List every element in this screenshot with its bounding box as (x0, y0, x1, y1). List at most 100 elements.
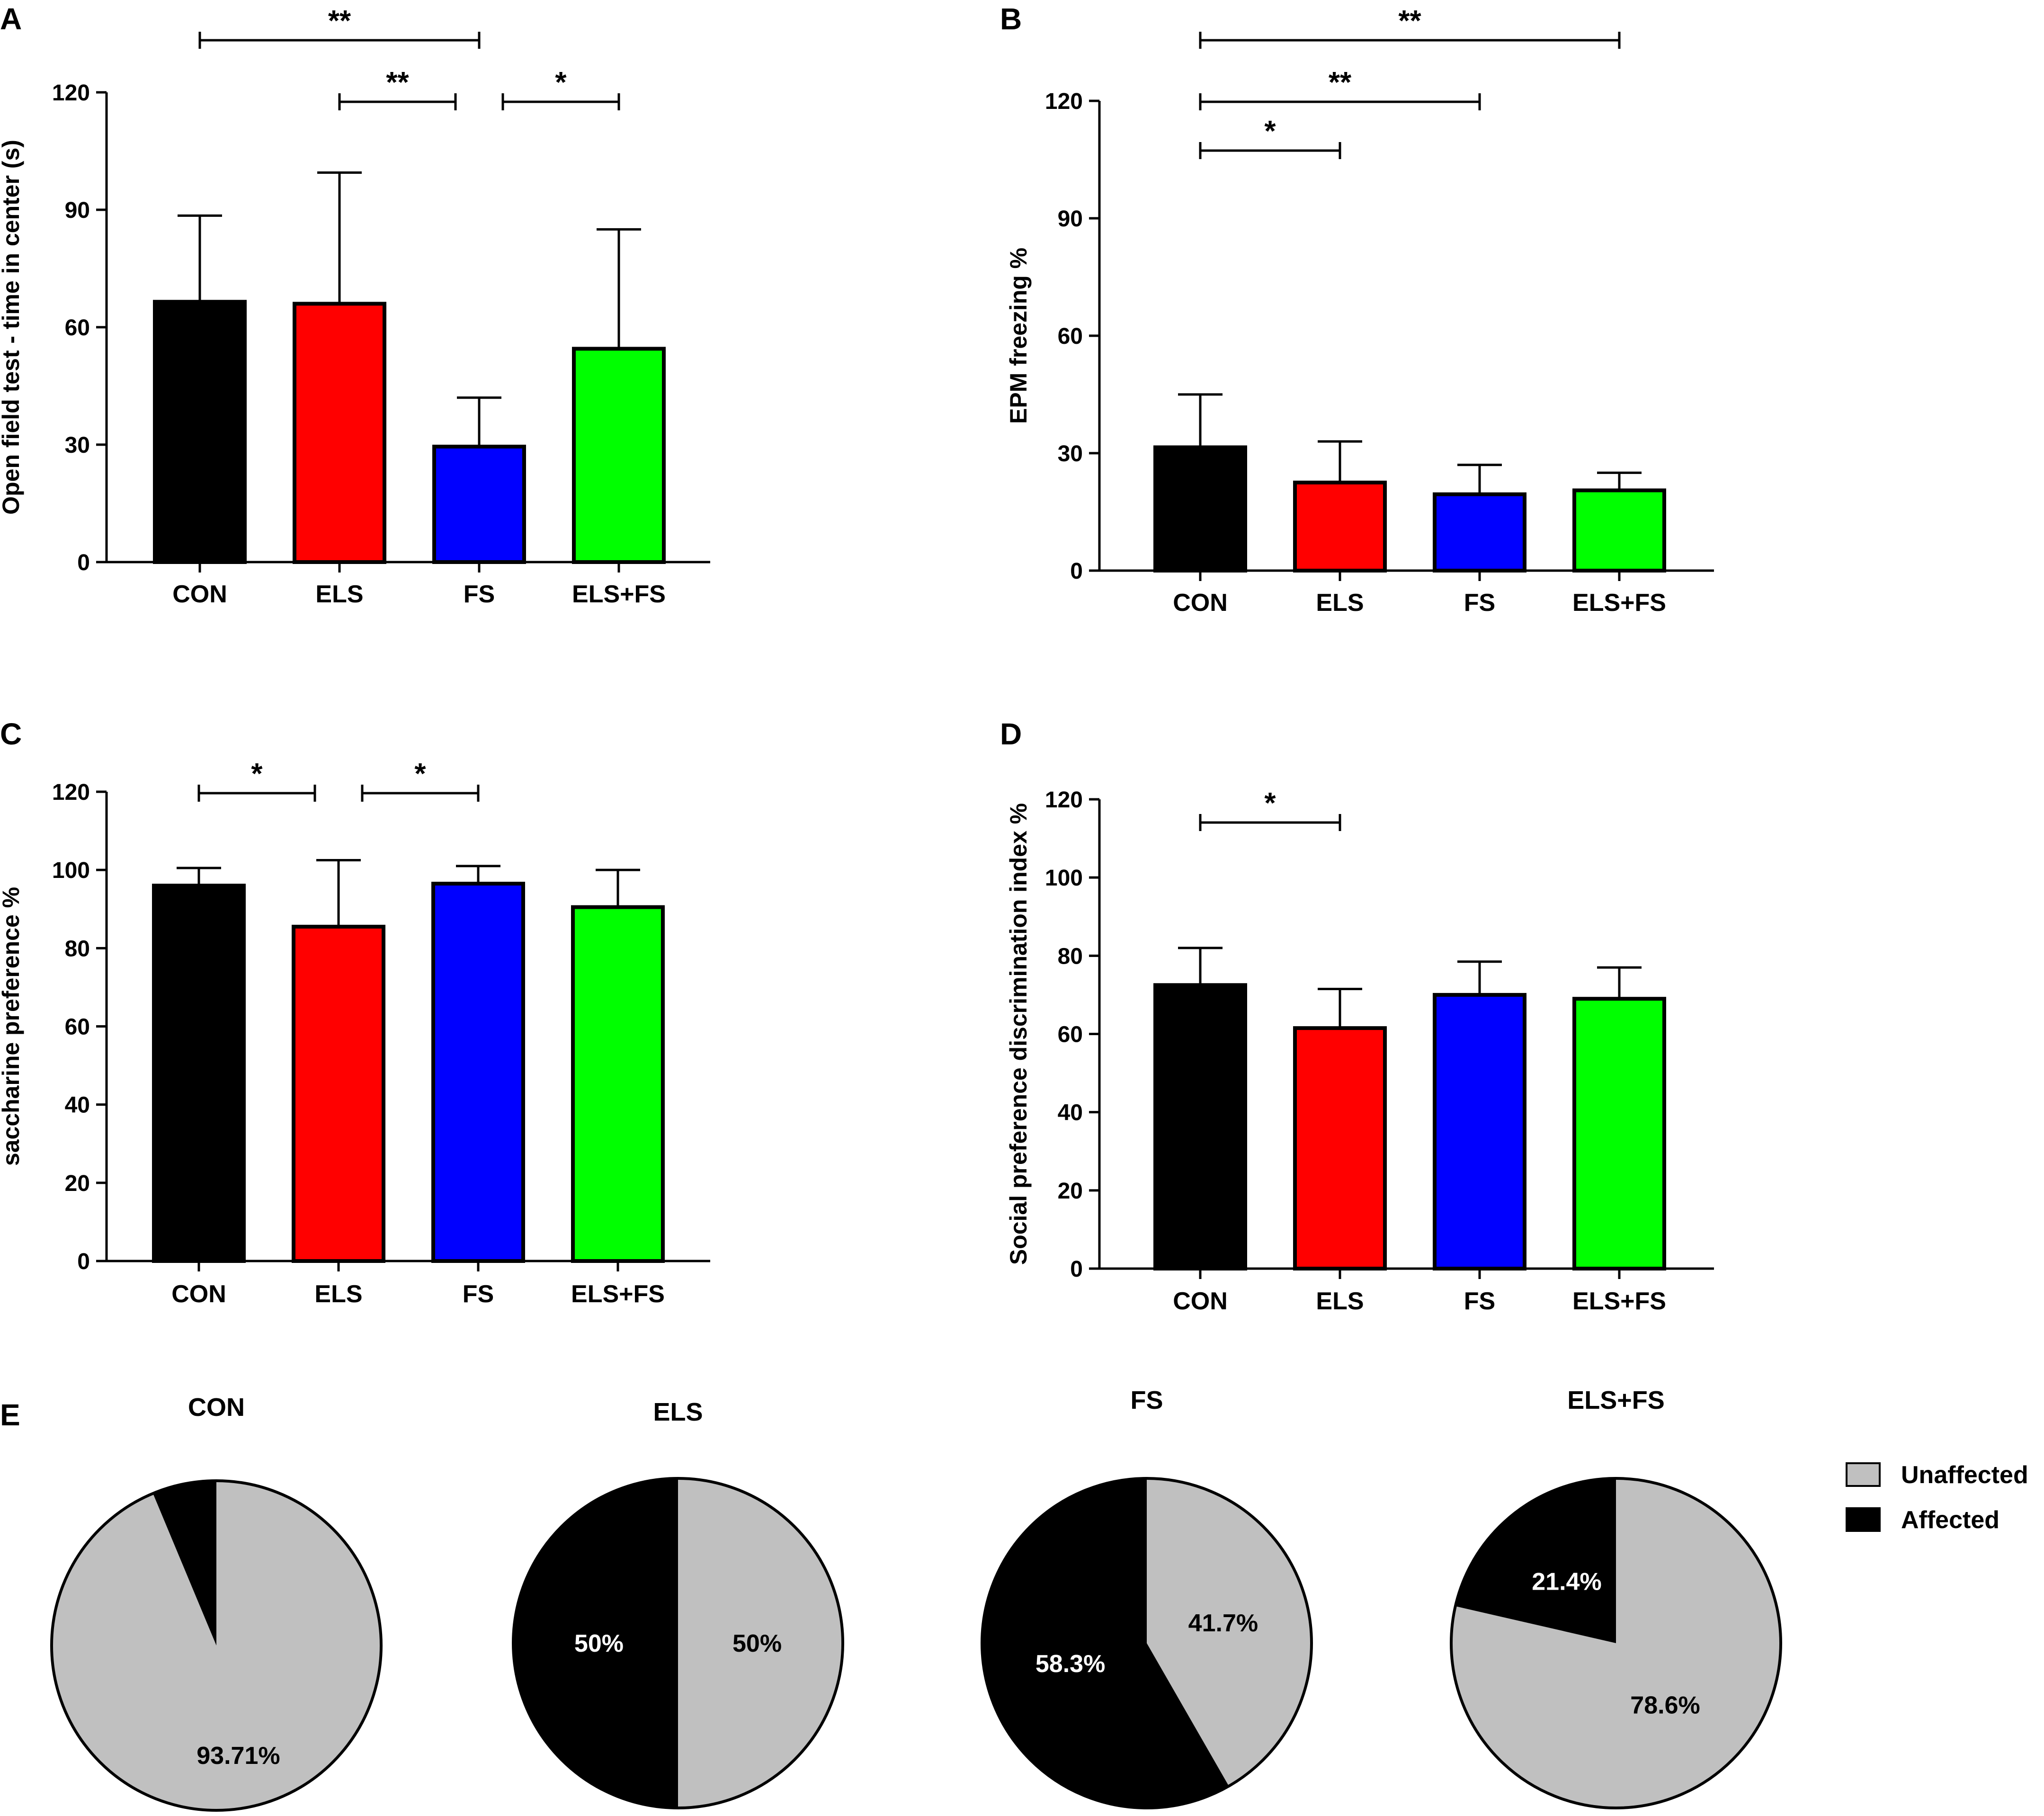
panel-a-bar-els-fs (572, 347, 666, 564)
panel-a-category-label: FS (464, 581, 495, 608)
pie-con-slice-label: 93.71% (196, 1742, 280, 1770)
legend-swatch-affected (1846, 1507, 1881, 1532)
panel-a-significance-label: * (555, 66, 567, 99)
pie-fs-title: FS (1130, 1386, 1163, 1414)
panel-a-bar-con (153, 300, 247, 564)
panel-a-bar-els (293, 302, 386, 564)
panel-a-y-tick-label: 90 (65, 198, 90, 223)
panel-b-y-tick-label: 30 (1058, 441, 1083, 466)
pie-els-fs-slice-label: 78.6% (1630, 1692, 1700, 1719)
panel-c-letter: C (0, 717, 22, 751)
panel-d-letter: D (1000, 717, 1022, 751)
panel-c-category-label: FS (463, 1280, 494, 1308)
legend: Unaffected Affected (1846, 1461, 2028, 1534)
panel-d-category-label: FS (1464, 1288, 1495, 1315)
panel-b-category-label: CON (1173, 589, 1228, 617)
panel-a-category-label: CON (172, 581, 227, 608)
panel-a-y-tick-label: 60 (65, 315, 90, 340)
panel-c-bar-fs (431, 882, 525, 1263)
legend-label-unaffected: Unaffected (1901, 1461, 2028, 1489)
panel-b-bar-fs (1433, 492, 1526, 573)
panel-b-y-tick-label: 120 (1045, 89, 1083, 114)
panel-d-bar-fs (1433, 993, 1526, 1271)
panel-b-chart: B 0 30 60 90 120 EPM freezing % CON ELS FS ELS+FS *… (1000, 2, 1714, 617)
panel-d-category-label: ELS+FS (1572, 1288, 1666, 1315)
panel-b-letter: B (1000, 2, 1022, 36)
pie-els-title: ELS (653, 1398, 703, 1426)
pie-fs-slice-affected (982, 1478, 1229, 1808)
pie-els: ELS 50% 50% (512, 1398, 844, 1809)
panel-a-category-label: ELS (315, 581, 363, 608)
panel-c-significance-label: * (251, 758, 263, 790)
panel-c-y-tick-label: 100 (52, 858, 90, 883)
panel-d-significance-label: * (1264, 787, 1276, 820)
pie-els-fs-slice-affected (1455, 1478, 1616, 1643)
pie-fs-slice-label: 41.7% (1188, 1610, 1258, 1637)
pie-els-slice-affected (513, 1478, 678, 1808)
panel-a-y-tick-label: 30 (65, 433, 90, 458)
panel-a-y-axis-title: Open field test - time in center (s) (0, 140, 24, 515)
panel-d-y-tick-label: 20 (1058, 1179, 1083, 1204)
panel-d-category-label: ELS (1316, 1288, 1364, 1315)
panel-d-y-axis-title: Social preference discrimination index % (1005, 803, 1032, 1265)
pie-fs-slice-label: 58.3% (1035, 1650, 1105, 1678)
panel-c-category-label: ELS+FS (571, 1280, 665, 1308)
pie-fs: FS 41.7% 58.3% (981, 1386, 1313, 1809)
panel-b-bar-els (1293, 481, 1387, 573)
panel-d-chart: D 0 20 40 60 80 100 120 Social preference discri… (1000, 717, 1714, 1315)
pie-els-fs-slice-label: 21.4% (1532, 1568, 1601, 1595)
panel-c-category-label: CON (171, 1280, 226, 1308)
pie-els-slice-unaffected (678, 1478, 843, 1808)
pie-con-outline (50, 1479, 383, 1812)
panel-c-y-tick-label: 60 (65, 1015, 90, 1040)
pie-fs-outline (981, 1477, 1313, 1809)
panel-d-category-label: CON (1173, 1288, 1228, 1315)
panel-d-y-tick-label: 100 (1045, 866, 1083, 891)
panel-d-y-tick-label: 60 (1058, 1022, 1083, 1047)
pie-els-fs-outline (1450, 1477, 1782, 1809)
panel-d-y-tick-label: 40 (1058, 1100, 1083, 1126)
panel-a-significance-label: ** (328, 5, 351, 37)
panel-a-bar-fs (432, 445, 526, 564)
panel-b-bar-els-fs (1572, 488, 1666, 573)
pie-con-title: CON (188, 1393, 245, 1422)
panel-a-y-tick-label: 120 (52, 81, 90, 106)
panel-c-bar-els-fs (571, 905, 665, 1263)
legend-label-affected: Affected (1901, 1506, 1999, 1534)
pie-fs-slice-unaffected (1147, 1478, 1312, 1786)
pie-con-slice-unaffected (52, 1481, 382, 1810)
panel-c-y-tick-label: 120 (52, 780, 90, 805)
panel-c-y-tick-label: 40 (65, 1093, 90, 1118)
panel-b-significance-label: ** (1329, 66, 1352, 99)
panel-c-y-axis-title: saccharine preference % (0, 887, 24, 1166)
panel-d-y-tick-label: 80 (1058, 944, 1083, 969)
panel-b-y-tick-label: 0 (1070, 559, 1083, 584)
panel-d-y-tick-label: 0 (1070, 1257, 1083, 1282)
panel-c-significance-label: * (414, 758, 426, 790)
panel-d-y-tick-label: 120 (1045, 787, 1083, 813)
panel-a-chart: A 0 30 60 90 120 Open field test - time in cen… (0, 2, 710, 608)
panel-c-chart: C 0 20 40 60 80 100 120 saccharine preference % C… (0, 717, 710, 1308)
panel-d-bar-els (1293, 1026, 1387, 1271)
panel-c-y-tick-label: 80 (65, 936, 90, 961)
panel-e-letter: E (0, 1398, 20, 1432)
pie-con-slice-affected (153, 1481, 216, 1646)
panel-b-category-label: ELS (1316, 589, 1364, 617)
panel-c-category-label: ELS (314, 1280, 362, 1308)
panel-b-y-axis-title: EPM freezing % (1005, 248, 1032, 424)
pie-con: CON 93.71% (50, 1393, 383, 1812)
panel-b-significance-label: ** (1398, 5, 1421, 37)
panel-b-category-label: ELS+FS (1572, 589, 1666, 617)
pie-els-slice-label: 50% (574, 1630, 624, 1657)
panel-c-y-tick-label: 20 (65, 1171, 90, 1196)
panel-c-bar-els (292, 924, 385, 1263)
panel-d-bar-els-fs (1572, 997, 1666, 1271)
panel-a-y-tick-label: 0 (77, 550, 90, 575)
panel-c-y-tick-label: 0 (77, 1249, 90, 1274)
panel-d-bar-con (1153, 983, 1247, 1270)
pie-els-fs: ELS+FS 78.6% 21.4% (1450, 1386, 1782, 1809)
panel-b-y-tick-label: 90 (1058, 206, 1083, 232)
panel-b-significance-label: * (1264, 115, 1276, 148)
pie-els-fs-title: ELS+FS (1567, 1386, 1665, 1414)
panel-a-letter: A (0, 2, 22, 36)
